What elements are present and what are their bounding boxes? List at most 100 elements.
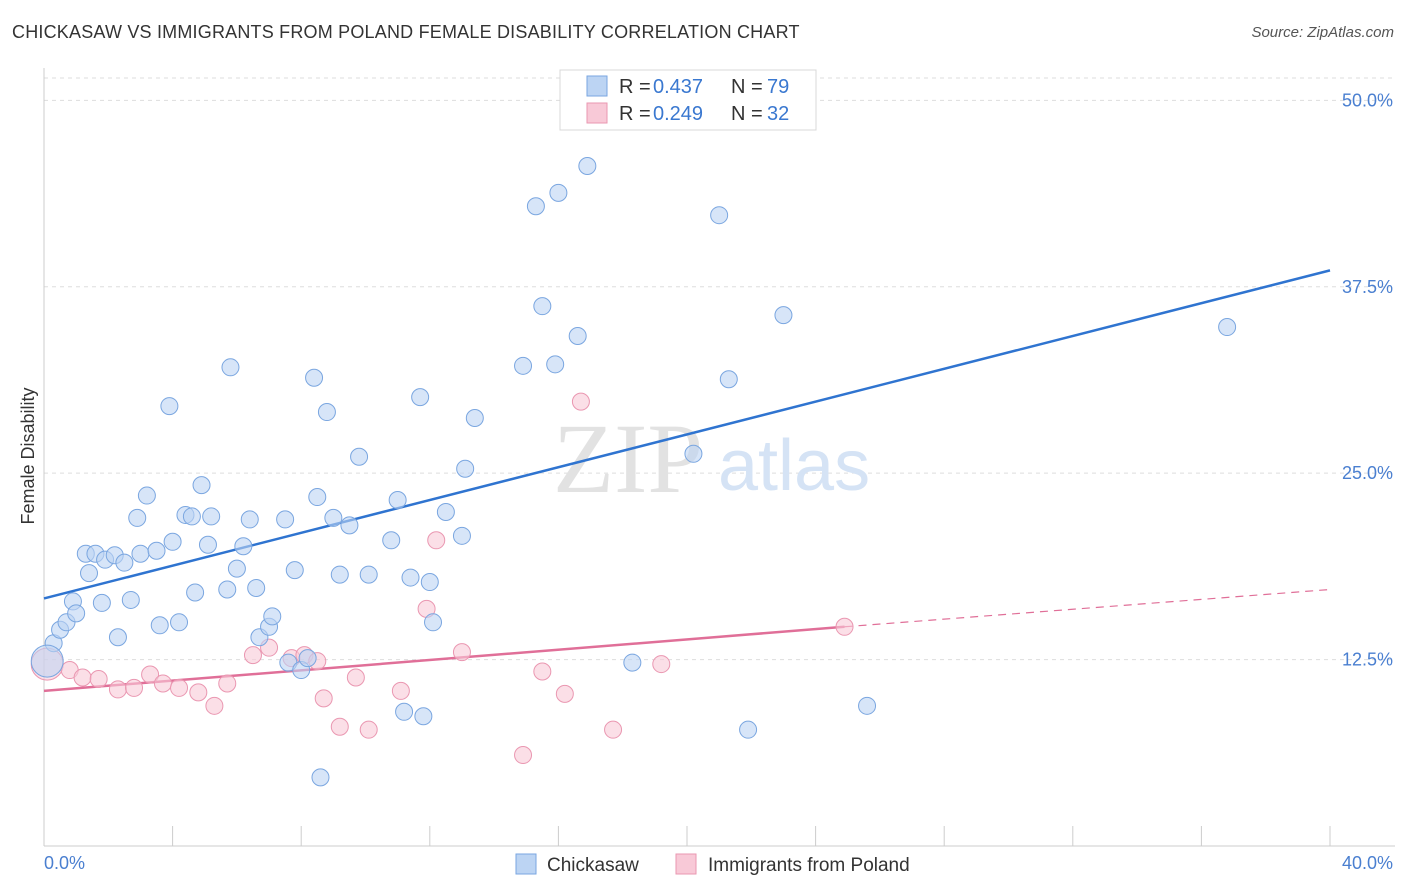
chickasaw-point <box>285 561 304 580</box>
poland-point <box>73 668 92 687</box>
chickasaw-point <box>305 368 324 387</box>
chickasaw-point <box>414 707 433 726</box>
y-tick-label: 25.0% <box>1342 463 1393 483</box>
axes <box>43 68 1395 847</box>
chickasaw-point <box>276 510 295 529</box>
poland-point <box>141 665 160 684</box>
poland-point <box>243 646 262 665</box>
chickasaw-point <box>420 573 439 592</box>
x-tick-label-max: 40.0% <box>1342 853 1393 873</box>
bottom-legend-label-poland: Immigrants from Poland <box>708 855 910 876</box>
data-points <box>30 156 1237 787</box>
chickasaw-point <box>192 476 211 495</box>
poland-point <box>391 681 410 700</box>
chickasaw-point <box>198 535 217 554</box>
watermark-zip: ZIP <box>553 403 703 514</box>
chickasaw-point <box>330 565 349 584</box>
poland-trend-line-extension <box>844 588 1331 628</box>
chickasaw-point <box>92 593 111 612</box>
chickasaw-point <box>160 397 179 416</box>
chickasaw-point <box>533 297 552 316</box>
chickasaw-point <box>340 516 359 535</box>
chickasaw-point <box>221 358 240 377</box>
chickasaw-point <box>350 447 369 466</box>
chickasaw-point <box>218 580 237 599</box>
poland-point <box>555 684 574 703</box>
chickasaw-point <box>623 653 642 672</box>
chickasaw-point <box>317 403 336 422</box>
chickasaw-point <box>324 508 343 527</box>
watermark-atlas: atlas <box>718 426 870 506</box>
poland-point <box>330 717 349 736</box>
y-tick-label: 37.5% <box>1342 277 1393 297</box>
y-axis-label: Female Disability <box>18 387 38 524</box>
legend-r-label-chickasaw: R = <box>619 76 651 98</box>
chickasaw-point <box>234 537 253 556</box>
chickasaw-point <box>150 616 169 635</box>
correlation-legend: R = 0.437 N = 79 R = 0.249 N = 32 <box>559 69 817 131</box>
poland-point <box>108 680 127 699</box>
chickasaw-point <box>80 564 99 583</box>
legend-n-value-chickasaw: 79 <box>767 76 789 98</box>
poland-point <box>346 668 365 687</box>
chickasaw-point <box>108 628 127 647</box>
x-tick-label-min: 0.0% <box>44 853 85 873</box>
chickasaw-point <box>401 568 420 587</box>
bottom-legend-swatch-chickasaw <box>515 853 537 875</box>
y-tick-label: 12.5% <box>1342 650 1393 670</box>
chickasaw-point <box>147 541 166 560</box>
chickasaw-point <box>546 355 565 374</box>
chickasaw-point <box>263 607 282 626</box>
chickasaw-point <box>121 590 140 609</box>
poland-point <box>189 683 208 702</box>
chickasaw-point <box>424 613 443 632</box>
chickasaw-trend-line <box>43 269 1331 600</box>
chickasaw-point <box>67 604 86 623</box>
poland-point <box>427 531 446 550</box>
legend-swatch-poland <box>586 102 608 124</box>
chickasaw-point <box>719 370 738 389</box>
chickasaw-point <box>388 491 407 510</box>
chickasaw-point <box>240 510 259 529</box>
chickasaw-point <box>710 206 729 225</box>
poland-point <box>359 720 378 739</box>
poland-point <box>604 720 623 739</box>
chickasaw-point <box>436 502 455 521</box>
chickasaw-point <box>739 720 758 739</box>
chickasaw-point <box>182 507 201 526</box>
poland-point <box>153 674 172 693</box>
chickasaw-point <box>202 507 221 526</box>
chickasaw-point <box>549 183 568 202</box>
gridlines <box>44 77 1395 661</box>
chickasaw-point <box>1218 318 1237 337</box>
poland-point <box>170 678 189 697</box>
legend-swatch-chickasaw <box>586 75 608 97</box>
chickasaw-point <box>298 649 317 668</box>
poland-point <box>218 674 237 693</box>
chickasaw-point <box>578 156 597 175</box>
chickasaw-point <box>137 486 156 505</box>
poland-point <box>571 392 590 411</box>
poland-point <box>125 678 144 697</box>
poland-point <box>205 696 224 715</box>
y-tick-label: 50.0% <box>1342 90 1393 110</box>
poland-point <box>652 655 671 674</box>
chickasaw-point <box>456 459 475 478</box>
chickasaw-point <box>452 526 471 545</box>
legend-r-value-chickasaw: 0.437 <box>653 76 703 98</box>
chickasaw-point <box>311 768 330 787</box>
series-legend: Chickasaw Immigrants from Poland <box>515 853 910 876</box>
poland-point <box>514 746 533 765</box>
source-credit: Source: ZipAtlas.com <box>1251 24 1394 41</box>
poland-point <box>533 662 552 681</box>
legend-n-value-poland: 32 <box>767 103 789 125</box>
chickasaw-point <box>465 409 484 428</box>
chickasaw-point <box>774 306 793 325</box>
chickasaw-point <box>359 565 378 584</box>
poland-point <box>314 689 333 708</box>
legend-n-label-poland: N = <box>731 103 763 125</box>
chickasaw-point <box>163 532 182 551</box>
bottom-legend-label-chickasaw: Chickasaw <box>547 855 639 876</box>
chickasaw-point <box>115 553 134 572</box>
